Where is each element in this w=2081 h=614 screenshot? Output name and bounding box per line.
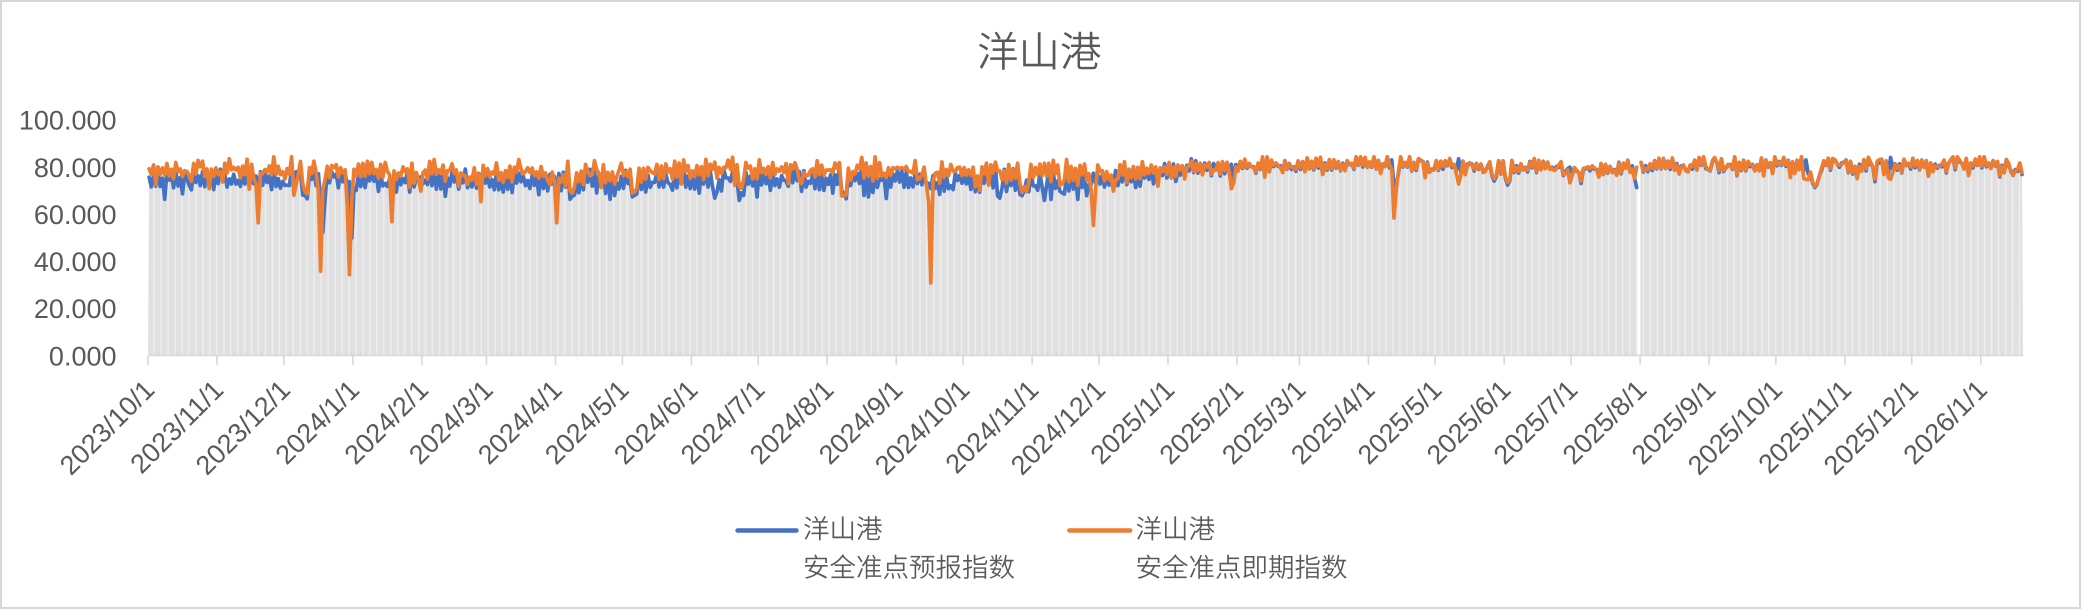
svg-text:80.000: 80.000: [34, 153, 117, 183]
svg-text:40.000: 40.000: [34, 247, 117, 277]
svg-text:0.000: 0.000: [49, 341, 117, 371]
svg-text:60.000: 60.000: [34, 200, 117, 230]
svg-text:100.000: 100.000: [19, 106, 117, 136]
svg-text:20.000: 20.000: [34, 294, 117, 324]
